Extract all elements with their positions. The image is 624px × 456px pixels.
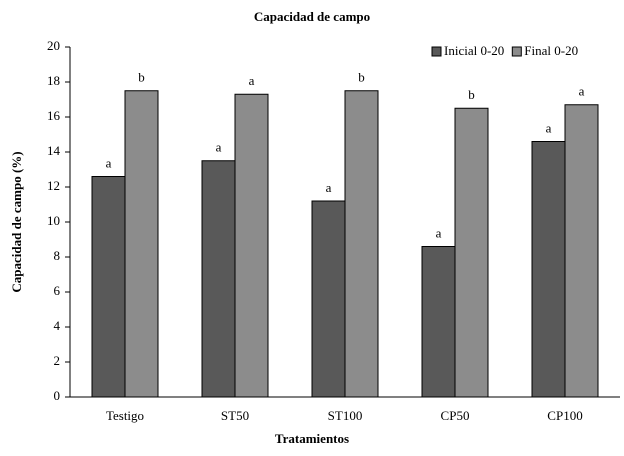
- bar: [344, 90, 379, 398]
- legend-swatch: [511, 46, 522, 57]
- y-tick-label: 14: [47, 143, 61, 158]
- bar-annotation: a: [326, 180, 332, 195]
- legend-label: Final 0-20: [524, 43, 578, 58]
- bar-annotation: a: [546, 120, 552, 135]
- y-tick-label: 6: [54, 283, 61, 298]
- bar: [564, 104, 599, 398]
- y-tick-label: 10: [47, 213, 60, 228]
- x-tick-label: ST50: [221, 408, 249, 423]
- x-tick-label: Testigo: [106, 408, 144, 423]
- bar-annotation: a: [579, 84, 585, 99]
- x-tick-label: CP100: [547, 408, 582, 423]
- bar: [421, 246, 456, 398]
- bar: [311, 200, 346, 398]
- y-tick-label: 12: [47, 178, 60, 193]
- y-tick-label: 0: [54, 388, 61, 403]
- bar-annotation: a: [216, 140, 222, 155]
- bar: [454, 107, 489, 398]
- y-tick-label: 8: [54, 248, 61, 263]
- bar: [234, 93, 269, 398]
- y-tick-label: 2: [54, 353, 61, 368]
- x-tick-label: ST100: [328, 408, 363, 423]
- x-axis-label: Tratamientos: [275, 431, 349, 446]
- x-tick-label: CP50: [441, 408, 470, 423]
- y-tick-label: 4: [54, 318, 61, 333]
- y-tick-label: 16: [47, 108, 61, 123]
- y-axis-label: Capacidad de campo (%): [9, 151, 24, 292]
- bar-annotation: a: [249, 73, 255, 88]
- chart-title: Capacidad de campo: [254, 9, 370, 24]
- bar-annotation: a: [436, 225, 442, 240]
- bar: [124, 90, 159, 398]
- y-tick-label: 20: [47, 38, 60, 53]
- bar-annotation: a: [106, 155, 112, 170]
- bar-annotation: b: [358, 70, 365, 85]
- bar: [531, 141, 566, 398]
- bar-annotation: b: [468, 87, 475, 102]
- bar-annotation: b: [138, 70, 145, 85]
- bar: [201, 160, 236, 398]
- y-tick-label: 18: [47, 73, 60, 88]
- legend-swatch: [431, 46, 442, 57]
- bar: [91, 176, 126, 398]
- legend-label: Inicial 0-20: [444, 43, 504, 58]
